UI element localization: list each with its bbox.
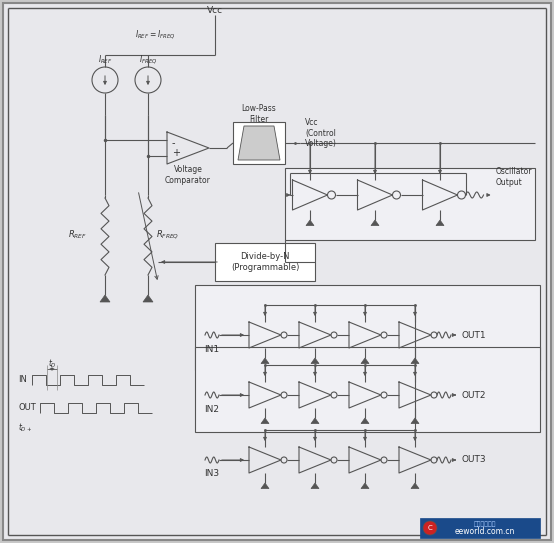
Text: Divide-by-N
(Programmable): Divide-by-N (Programmable): [231, 252, 299, 272]
Text: $R_{REF}$: $R_{REF}$: [68, 229, 87, 241]
Text: +: +: [172, 148, 180, 159]
Polygon shape: [261, 483, 269, 489]
Text: C: C: [428, 525, 432, 531]
Text: IN: IN: [18, 376, 27, 384]
Polygon shape: [261, 358, 269, 364]
Text: $I_{FREQ}$: $I_{FREQ}$: [139, 54, 157, 66]
Polygon shape: [361, 358, 369, 364]
Text: -: -: [172, 138, 176, 148]
Polygon shape: [306, 220, 314, 225]
Polygon shape: [436, 220, 444, 225]
Bar: [420, 518, 540, 538]
Text: IN1: IN1: [204, 344, 219, 353]
Text: IN2: IN2: [204, 405, 219, 414]
Polygon shape: [411, 418, 419, 424]
Text: Vcc: Vcc: [207, 5, 223, 15]
Polygon shape: [361, 418, 369, 424]
Polygon shape: [143, 295, 153, 302]
Text: OUT: OUT: [18, 403, 36, 413]
Circle shape: [423, 521, 437, 535]
Text: 电子工程世界: 电子工程世界: [474, 521, 496, 527]
Text: $R_{FREQ}$: $R_{FREQ}$: [156, 229, 179, 242]
Polygon shape: [100, 295, 110, 302]
Bar: [215, 243, 315, 281]
Polygon shape: [411, 483, 419, 489]
Text: Vcc
(Control
Voltage): Vcc (Control Voltage): [305, 118, 337, 148]
Polygon shape: [261, 418, 269, 424]
Bar: [195, 285, 540, 370]
Text: IN3: IN3: [204, 470, 219, 478]
Polygon shape: [311, 358, 319, 364]
Polygon shape: [311, 483, 319, 489]
Text: OUT1: OUT1: [461, 331, 486, 339]
Text: $I_{REF} = I_{FREQ}$: $I_{REF} = I_{FREQ}$: [135, 29, 175, 41]
Text: $t_{D+}$: $t_{D+}$: [18, 422, 32, 434]
Text: Low-Pass
Filter: Low-Pass Filter: [242, 104, 276, 124]
Text: OUT2: OUT2: [461, 390, 485, 400]
Bar: [195, 347, 540, 432]
Polygon shape: [371, 220, 379, 225]
Bar: [233, 122, 285, 164]
Polygon shape: [411, 358, 419, 364]
Text: Voltage
Comparator: Voltage Comparator: [165, 165, 211, 185]
Text: $I_{REF}$: $I_{REF}$: [98, 54, 112, 66]
Polygon shape: [361, 483, 369, 489]
Polygon shape: [238, 126, 280, 160]
Text: $t_D$: $t_D$: [48, 358, 57, 370]
Bar: [285, 168, 535, 240]
Text: OUT3: OUT3: [461, 456, 486, 464]
Polygon shape: [311, 418, 319, 424]
Text: eeworld.com.cn: eeworld.com.cn: [455, 527, 515, 536]
Text: Oscillator
Output: Oscillator Output: [495, 167, 532, 187]
